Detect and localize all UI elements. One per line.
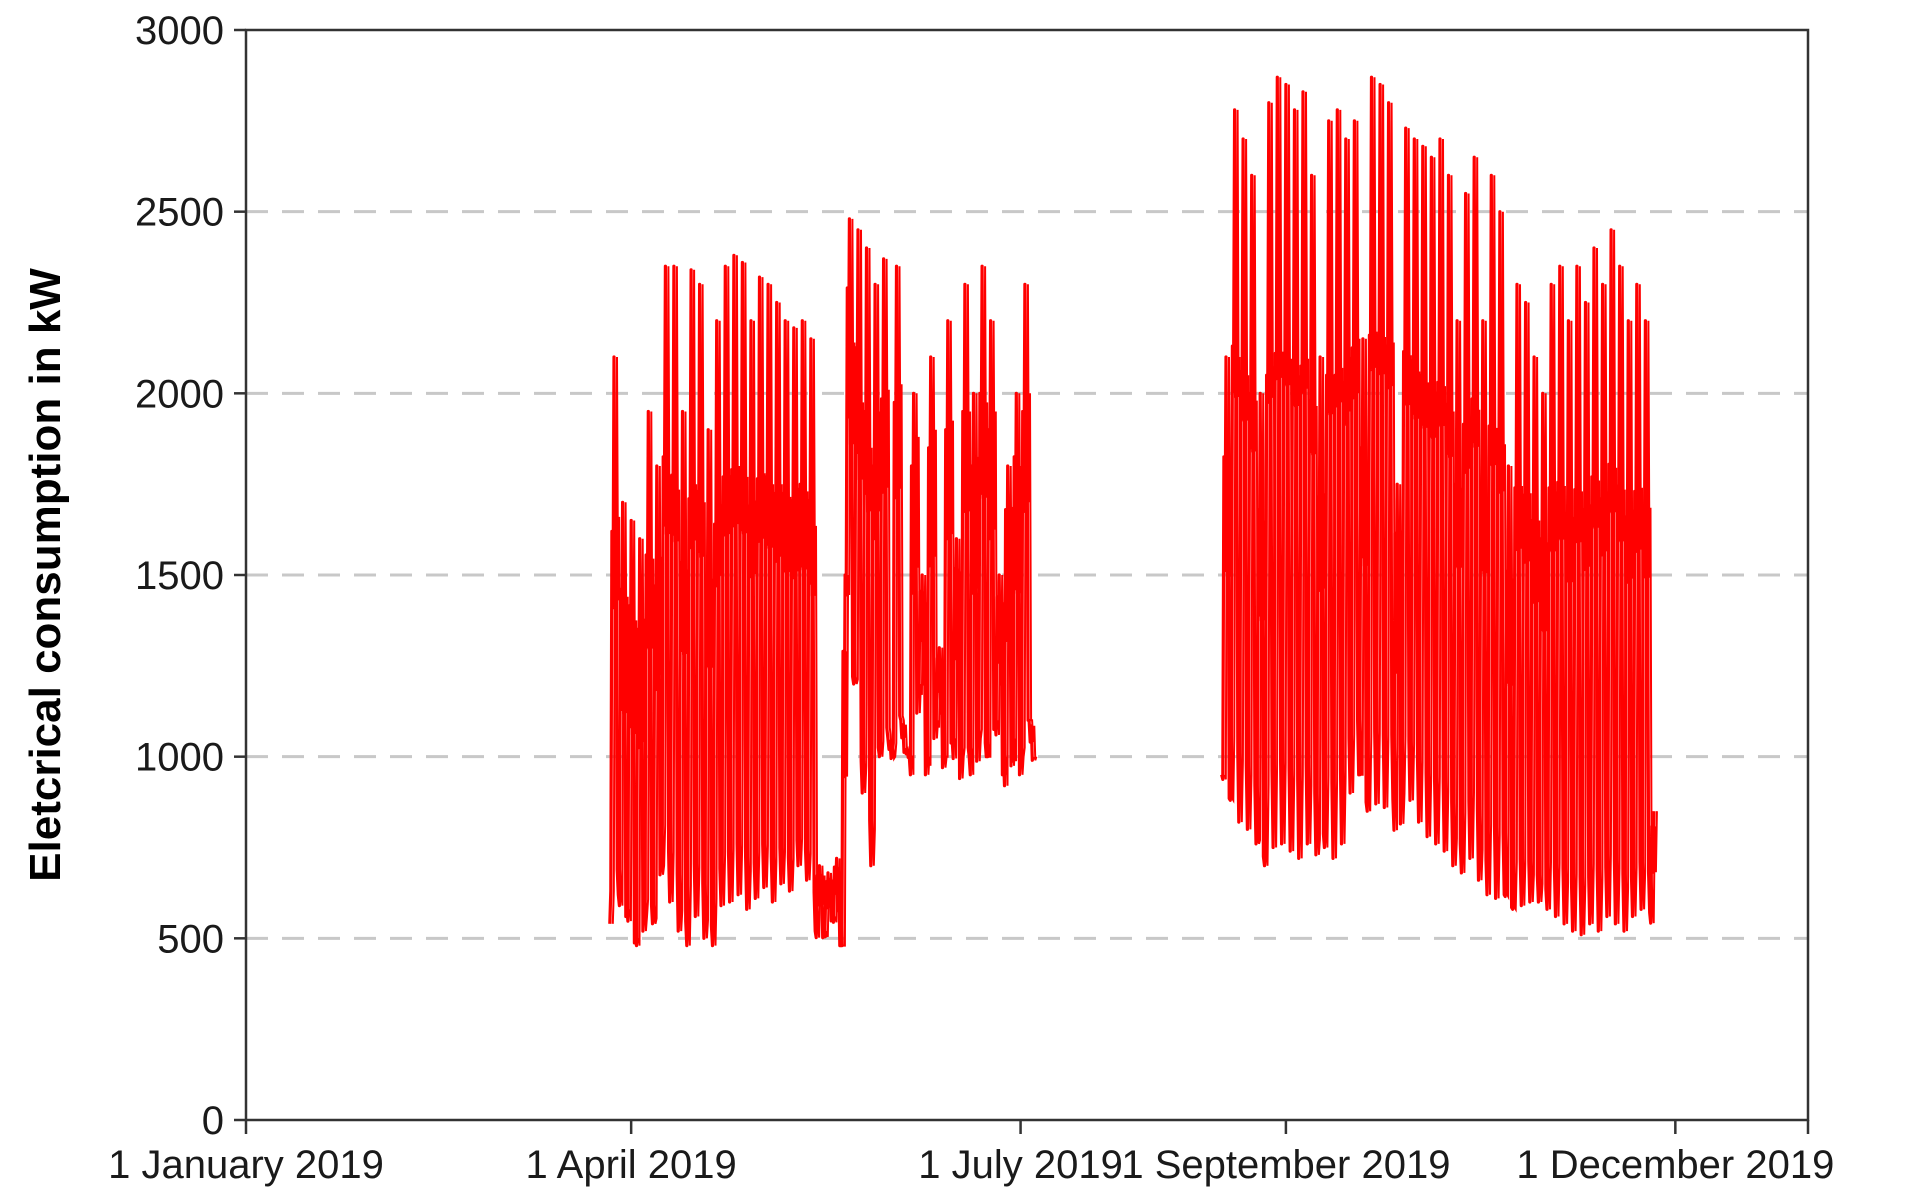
- y-tick-label-1000: 1000: [135, 736, 224, 780]
- x-tick-label-5: 1 December 2019: [1516, 1143, 1834, 1187]
- y-axis-title: Eletcrical consumption in kW: [21, 268, 70, 882]
- x-tick-label-2: 1 April 2019: [526, 1143, 737, 1187]
- y-tick-label-1500: 1500: [135, 554, 224, 598]
- x-tick-label-1: 1 January 2019: [108, 1143, 384, 1187]
- y-tick-label-500: 500: [157, 917, 224, 961]
- y-tick-label-0: 0: [202, 1099, 224, 1143]
- x-tick-label-3: 1 July 2019: [918, 1143, 1123, 1187]
- x-tick-label-4: 1 September 2019: [1121, 1143, 1450, 1187]
- y-tick-label-2500: 2500: [135, 191, 224, 235]
- y-tick-label-3000: 3000: [135, 9, 224, 53]
- axes: [234, 28, 1810, 1134]
- series-lines: [608, 75, 1658, 948]
- series-line-segment-2-density: [1223, 77, 1658, 935]
- y-tick-label-2000: 2000: [135, 372, 224, 416]
- tick-labels: 0 500 1000 1500 2000 2500 3000 1 January 2019 1 …: [108, 9, 1834, 1187]
- series-line-segment-2: [1220, 75, 1656, 937]
- series-line-segment-1-density: [611, 218, 1038, 947]
